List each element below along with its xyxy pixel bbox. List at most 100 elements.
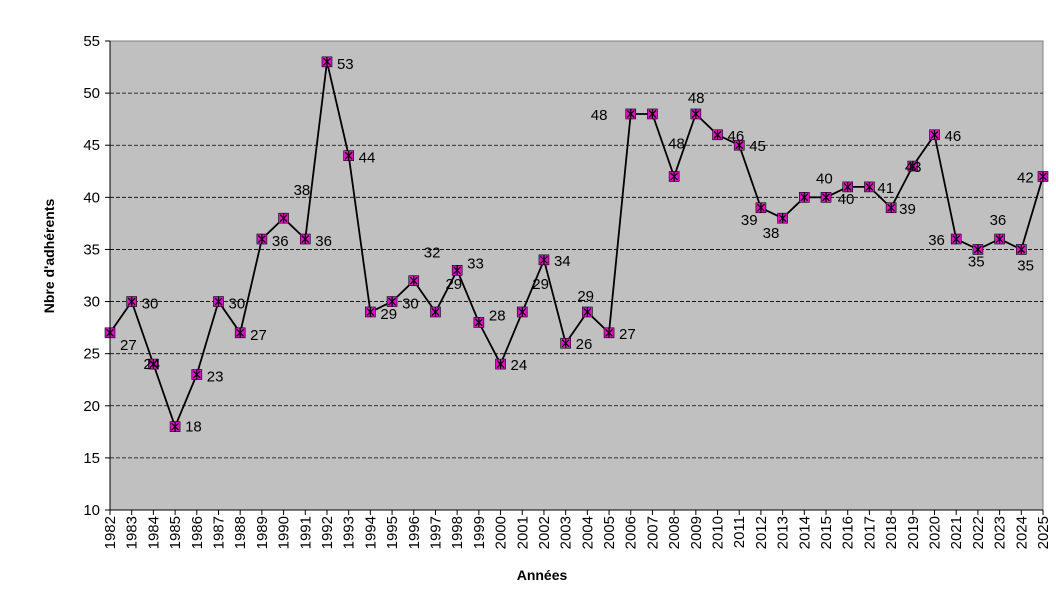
data-label: 27	[120, 337, 137, 354]
x-tick-label: 1990	[276, 516, 293, 549]
data-point	[430, 306, 441, 318]
data-label: 29	[532, 276, 549, 293]
x-tick-label: 2021	[948, 516, 965, 549]
data-point	[386, 296, 398, 307]
x-tick-label: 2000	[493, 516, 510, 549]
x-tick-label: 1982	[102, 516, 119, 549]
x-axis-title: Années	[517, 567, 568, 583]
data-label: 38	[294, 182, 311, 199]
y-tick-label: 55	[83, 33, 100, 50]
y-tick-label: 50	[83, 85, 100, 102]
data-point	[625, 108, 637, 120]
x-tick-label: 1998	[449, 516, 466, 549]
y-axis-title: Nbre d'adhérents	[41, 198, 57, 313]
x-tick-labels: 1982 1983 1984 1985 1986 1987 1988 1989 1990 1991…	[102, 510, 1052, 549]
data-label: 36	[272, 233, 289, 250]
y-tick-labels: 10 15 20 25 30 35 40 45 50 55	[83, 33, 110, 519]
data-point	[647, 108, 658, 120]
y-tick-label: 35	[83, 241, 100, 258]
x-tick-label: 2014	[796, 516, 813, 549]
x-tick-label: 2008	[666, 516, 683, 549]
x-tick-label: 2003	[558, 516, 575, 549]
data-label: 24	[143, 356, 160, 373]
data-label: 30	[142, 296, 159, 313]
x-tick-label: 2010	[710, 516, 727, 549]
data-point	[582, 306, 593, 318]
x-tick-label: 1987	[210, 516, 227, 549]
x-tick-label: 2013	[775, 516, 792, 549]
data-point	[820, 192, 832, 203]
x-tick-label: 1988	[232, 516, 249, 549]
x-tick-label: 1999	[471, 516, 488, 549]
data-point	[516, 306, 528, 318]
x-tick-label: 2025	[1035, 516, 1052, 549]
data-point	[256, 233, 268, 245]
x-tick-label: 2024	[1013, 516, 1030, 549]
data-label: 33	[467, 255, 484, 272]
x-tick-label: 1992	[319, 516, 336, 549]
data-point	[365, 306, 376, 318]
data-point	[603, 327, 615, 339]
x-tick-label: 2017	[861, 516, 878, 549]
data-label: 24	[511, 357, 528, 374]
x-tick-label: 1994	[362, 516, 379, 549]
data-point	[538, 254, 550, 266]
data-point	[712, 129, 723, 141]
x-tick-label: 2016	[840, 516, 857, 549]
data-point	[148, 358, 159, 370]
data-label: 28	[489, 307, 506, 324]
data-label: 36	[990, 212, 1007, 229]
data-label: 39	[899, 201, 916, 218]
data-label: 36	[928, 232, 945, 249]
data-point	[799, 192, 810, 203]
data-point	[169, 421, 181, 432]
data-point	[299, 233, 311, 245]
data-point	[560, 337, 571, 349]
x-tick-label: 1985	[167, 516, 184, 549]
x-tick-label: 2006	[623, 516, 640, 549]
data-label: 40	[838, 191, 855, 208]
x-tick-label: 1986	[189, 516, 206, 549]
data-label: 29	[445, 276, 462, 293]
x-tick-label: 2011	[731, 516, 748, 548]
data-label: 29	[577, 288, 594, 305]
data-point	[495, 358, 506, 370]
data-point	[473, 317, 485, 328]
data-point	[451, 264, 463, 276]
x-tick-label: 1983	[124, 516, 141, 549]
data-point	[885, 202, 897, 214]
data-point	[668, 171, 680, 182]
data-label: 35	[968, 253, 985, 270]
x-tick-label: 2002	[536, 516, 553, 549]
x-tick-label: 2019	[905, 516, 922, 549]
x-tick-label: 2018	[883, 516, 900, 549]
data-point	[234, 327, 246, 339]
data-label: 27	[250, 327, 267, 344]
data-label: 46	[728, 128, 745, 145]
data-label: 45	[749, 138, 766, 155]
data-point	[755, 202, 767, 214]
data-label: 34	[554, 253, 571, 270]
data-label: 39	[741, 212, 758, 229]
data-point	[994, 233, 1005, 245]
data-point	[1037, 171, 1049, 182]
data-label: 36	[315, 233, 332, 250]
y-tick-label: 15	[83, 450, 100, 467]
data-label: 18	[185, 419, 202, 436]
data-point	[950, 233, 962, 245]
data-label: 29	[380, 306, 397, 323]
x-tick-label: 2012	[753, 516, 770, 549]
x-tick-label: 2005	[601, 516, 618, 549]
y-tick-label: 30	[83, 294, 100, 311]
x-tick-label: 1984	[145, 516, 162, 549]
data-label: 38	[763, 225, 780, 242]
data-label: 48	[668, 135, 685, 152]
data-point	[907, 160, 919, 172]
data-point	[343, 150, 354, 161]
data-label: 41	[877, 180, 894, 197]
data-label: 27	[619, 326, 636, 343]
data-point	[191, 369, 203, 380]
x-tick-label: 2001	[514, 516, 531, 549]
x-tick-label: 2007	[644, 516, 661, 549]
